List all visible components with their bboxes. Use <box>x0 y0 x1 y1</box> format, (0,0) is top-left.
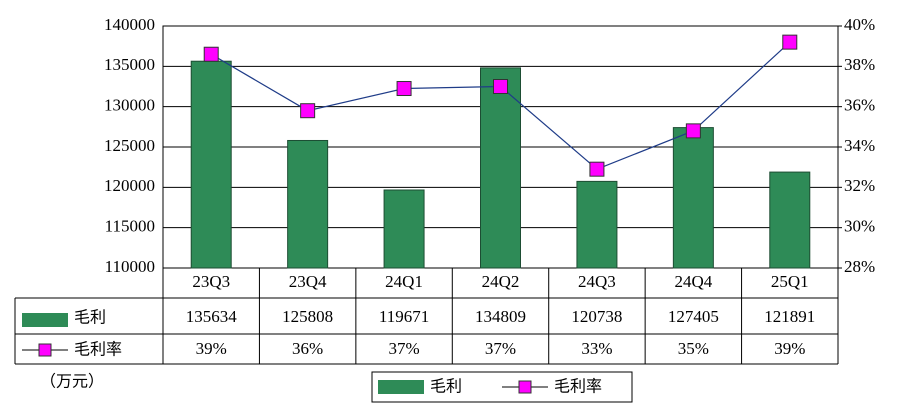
line-marker <box>203 46 219 62</box>
legend-key-marker <box>518 380 532 394</box>
table-row-label: 毛利率 <box>74 340 122 359</box>
y2-tick-label: 28% <box>844 257 875 276</box>
legend-label: 毛利率 <box>554 377 602 396</box>
table-value: 35% <box>678 339 709 358</box>
bar <box>576 180 618 269</box>
legend-label: 毛利 <box>430 377 462 396</box>
bar <box>480 67 521 269</box>
x-tick-label: 24Q3 <box>578 272 616 291</box>
table-row-label: 毛利 <box>74 308 106 327</box>
table-value: 121891 <box>764 307 815 326</box>
y-tick-label: 140000 <box>104 15 155 34</box>
legend-key <box>378 380 424 394</box>
y-tick-label: 125000 <box>104 136 155 155</box>
line-marker <box>685 123 701 139</box>
bar <box>190 60 232 269</box>
y2-tick-label: 30% <box>844 217 875 236</box>
bar <box>672 127 714 269</box>
y-tick-label: 120000 <box>104 176 155 195</box>
y2-tick-label: 40% <box>844 15 875 34</box>
table-value: 36% <box>292 339 323 358</box>
table-value: 37% <box>388 339 419 358</box>
table-value: 37% <box>485 339 516 358</box>
table-value: 33% <box>581 339 612 358</box>
table-value: 127405 <box>668 307 719 326</box>
table-value: 39% <box>196 339 227 358</box>
table-value: 120738 <box>571 307 622 326</box>
line-marker <box>493 79 508 94</box>
line-marker <box>782 34 798 50</box>
y-tick-label: 135000 <box>104 55 155 74</box>
legend-key <box>22 313 68 327</box>
x-tick-label: 24Q4 <box>674 272 712 291</box>
y2-tick-label: 36% <box>844 96 875 115</box>
x-tick-label: 24Q2 <box>482 272 520 291</box>
bar <box>769 171 811 269</box>
legend-box <box>371 371 633 403</box>
y-tick-label: 130000 <box>104 96 155 115</box>
table-value: 39% <box>774 339 805 358</box>
line-marker <box>589 161 605 177</box>
y-tick-label: 115000 <box>105 217 155 236</box>
line-marker <box>300 103 316 119</box>
table-value: 125808 <box>282 307 333 326</box>
y2-tick-label: 38% <box>844 55 875 74</box>
x-tick-label: 24Q1 <box>385 272 423 291</box>
x-tick-label: 23Q3 <box>192 272 230 291</box>
y2-tick-label: 32% <box>844 176 875 195</box>
unit-note: （万元） <box>40 372 104 391</box>
line-marker <box>396 81 412 97</box>
x-tick-label: 25Q1 <box>771 272 809 291</box>
bar <box>287 139 329 269</box>
y-tick-label: 110000 <box>105 257 155 276</box>
legend-key-marker <box>38 343 52 357</box>
x-tick-label: 23Q4 <box>289 272 327 291</box>
bar <box>383 189 425 269</box>
table-value: 134809 <box>475 307 526 326</box>
table-value: 119671 <box>379 307 429 326</box>
y2-tick-label: 34% <box>844 136 875 155</box>
table-value: 135634 <box>186 307 238 326</box>
